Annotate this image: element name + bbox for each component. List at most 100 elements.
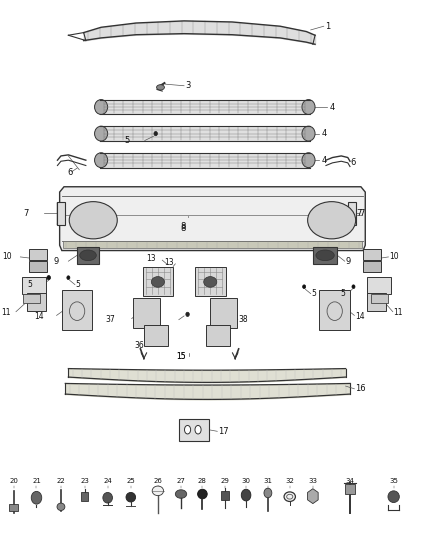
Bar [367,277,391,294]
Ellipse shape [103,492,113,503]
Ellipse shape [95,153,108,167]
Bar [29,249,46,260]
Text: 21: 21 [32,478,41,484]
Ellipse shape [302,126,315,141]
Ellipse shape [264,488,272,498]
Text: 9: 9 [54,257,59,265]
Ellipse shape [241,489,251,501]
Text: 15: 15 [176,352,186,361]
Text: 33: 33 [308,478,318,484]
Text: 30: 30 [242,478,251,484]
Ellipse shape [69,201,117,239]
Ellipse shape [303,285,306,288]
Text: 14: 14 [355,312,365,321]
Text: 5: 5 [340,289,345,298]
Text: 9: 9 [346,257,351,265]
Ellipse shape [204,277,217,287]
Bar [101,100,308,115]
Bar [206,325,230,346]
Text: 35: 35 [389,478,398,484]
Bar [81,492,88,502]
Bar [363,261,381,272]
Bar [101,153,308,167]
Text: 6: 6 [351,158,356,167]
Ellipse shape [287,494,293,499]
Text: 3: 3 [185,81,191,90]
Text: 17: 17 [218,427,229,436]
Ellipse shape [95,100,108,115]
Ellipse shape [316,250,334,261]
Bar [179,418,208,441]
Bar [101,126,308,141]
Text: 7: 7 [357,209,362,218]
Text: 6: 6 [67,168,72,177]
Ellipse shape [184,425,191,434]
Bar [62,290,92,330]
Ellipse shape [302,100,315,115]
Text: 26: 26 [153,478,162,484]
Ellipse shape [195,425,201,434]
Text: 5: 5 [76,280,81,289]
Ellipse shape [126,492,136,502]
Text: 7: 7 [23,209,28,218]
Bar [143,266,173,296]
Ellipse shape [151,277,164,287]
Ellipse shape [186,312,189,317]
Text: 31: 31 [263,478,272,484]
Text: 22: 22 [57,478,65,484]
Bar [29,261,46,272]
Ellipse shape [198,489,207,499]
Text: 29: 29 [220,478,229,484]
Text: 36: 36 [134,341,144,350]
Text: 24: 24 [103,478,112,484]
Text: 15: 15 [176,352,185,361]
Text: 4: 4 [329,102,335,111]
Ellipse shape [152,486,163,496]
Text: 23: 23 [80,478,89,484]
Ellipse shape [31,491,42,504]
Text: 5: 5 [28,280,32,289]
Text: 5: 5 [311,289,316,298]
Text: 27: 27 [177,478,185,484]
Text: 16: 16 [355,384,366,393]
Text: 20: 20 [9,478,18,484]
Text: 32: 32 [285,478,294,484]
Bar [27,293,46,311]
Bar [77,247,99,264]
Bar [23,294,40,303]
Ellipse shape [57,503,65,511]
Text: 37: 37 [106,315,116,324]
Text: 10: 10 [2,253,12,261]
Ellipse shape [388,491,399,503]
Text: 11: 11 [2,308,11,317]
Text: 13: 13 [146,254,155,263]
Polygon shape [60,187,365,251]
Bar [313,247,337,264]
Text: 10: 10 [389,253,399,261]
Text: 4: 4 [321,156,327,165]
Text: 1: 1 [325,22,330,31]
Bar [133,298,159,328]
Text: 25: 25 [127,478,135,484]
Text: 14: 14 [34,312,43,321]
Text: 28: 28 [198,478,207,484]
Bar [363,249,381,260]
Ellipse shape [307,201,356,239]
Text: 5: 5 [124,136,130,145]
Ellipse shape [284,492,295,502]
Text: 8: 8 [180,224,186,233]
Text: 13: 13 [164,258,173,266]
Text: 4: 4 [321,129,327,138]
Bar [21,277,46,294]
Ellipse shape [302,153,315,167]
Bar [367,293,386,311]
Text: 8: 8 [180,222,186,231]
Text: 38: 38 [239,315,248,324]
Ellipse shape [47,276,50,280]
Ellipse shape [154,132,157,136]
Ellipse shape [156,85,164,90]
Bar [221,491,229,500]
Bar [348,201,356,225]
Ellipse shape [95,126,108,141]
Text: 11: 11 [394,308,403,317]
